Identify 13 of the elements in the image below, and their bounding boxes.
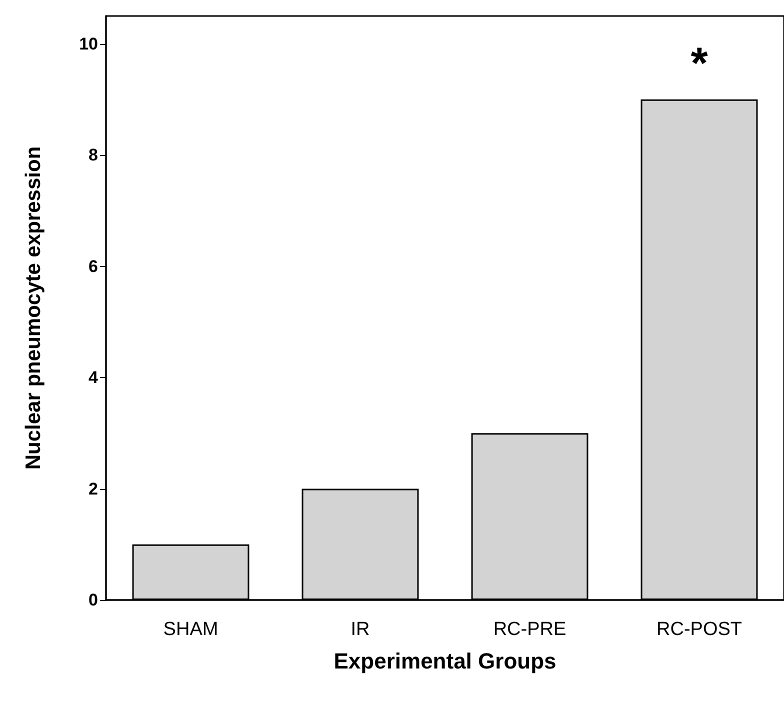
x-tick-label: SHAM — [163, 619, 218, 640]
y-tick-label: 8 — [88, 146, 98, 165]
y-tick-label: 10 — [79, 34, 98, 54]
x-tick-label: RC-PRE — [493, 619, 566, 640]
annotation: * — [690, 38, 709, 88]
y-tick-label: 6 — [88, 256, 98, 276]
y-tick-label: 4 — [88, 368, 99, 388]
x-tick-label: IR — [350, 619, 370, 640]
y-tick-label: 0 — [88, 590, 98, 610]
y-axis-title: Nuclear pneumocyte expression — [22, 146, 45, 470]
x-tick-label: RC-POST — [656, 619, 742, 640]
x-axis-title: Experimental Groups — [334, 648, 556, 674]
y-tick-label: 2 — [88, 479, 98, 498]
